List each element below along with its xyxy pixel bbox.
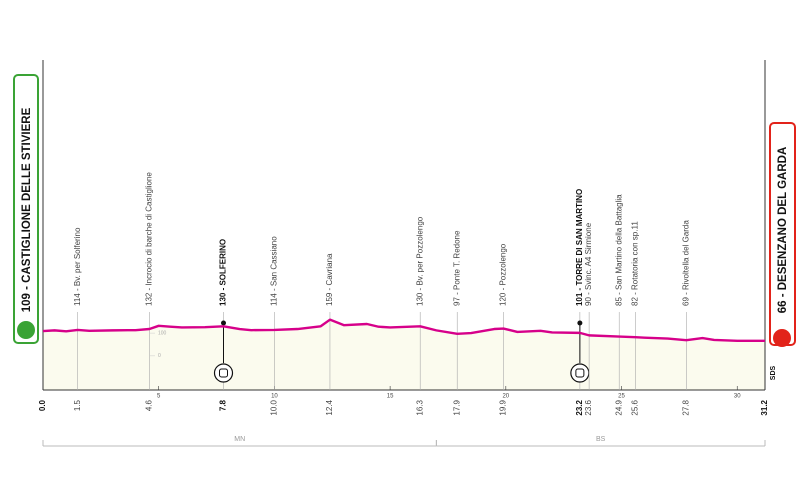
km-label: 4.6	[145, 399, 154, 411]
x-tick-label: 30	[734, 394, 741, 400]
sprint-icon-inner	[575, 368, 585, 378]
waypoint-label: 97 - Ponte T. Redone	[452, 230, 461, 306]
waypoint-label: 130 - SOLFERINO	[219, 239, 228, 306]
y-tick-label: 0	[158, 353, 161, 359]
start-icon	[17, 321, 35, 339]
km-label: 25.6	[631, 399, 640, 415]
km-label: 7.8	[219, 399, 228, 411]
km-label: 17.9	[452, 399, 461, 415]
start-label: 109 - CASTIGLIONE DELLE STIVIERE	[21, 107, 33, 312]
km-label: 12.4	[325, 399, 334, 415]
profile-line	[42, 318, 765, 343]
km-label: 24.9	[614, 399, 623, 415]
km-label: 19.9	[499, 399, 508, 415]
km-label: 1.5	[73, 399, 82, 411]
region-label: MN	[234, 436, 245, 443]
km-label: 27.8	[681, 399, 690, 415]
waypoint-label: 90 - Svinc. A4 Sirmione	[584, 222, 593, 306]
x-tick-label: 15	[387, 394, 394, 400]
km-label: 23.6	[584, 399, 593, 415]
km-label: 10.0	[270, 399, 279, 415]
waypoint-label: 130 - Bv. per Pozzolengo	[415, 216, 424, 306]
waypoint-label: 114 - Bv. per Solferino	[73, 227, 82, 306]
waypoint-label: 132 - Incrocio di barche di Castiglione	[145, 172, 154, 306]
sprint-icon	[213, 363, 234, 383]
start-km: 0.0	[38, 399, 47, 411]
waypoint-label: 82 - Rotatoria con sp.11	[631, 221, 640, 306]
finish-icon	[773, 329, 791, 347]
region-label: BS	[596, 436, 606, 443]
waypoint-label: 114 - San Cassiano	[270, 236, 279, 306]
y-tick-label: 100	[158, 330, 167, 336]
finish-label: 66 - DESENZANO DEL GARDA	[777, 147, 789, 314]
waypoint-label: 85 - San Martino della Battaglia	[614, 194, 623, 306]
credit: SDS	[770, 365, 777, 380]
sprint-icon-inner	[219, 368, 228, 378]
x-tick-label: 10	[271, 394, 278, 400]
x-tick-label: 20	[502, 394, 509, 400]
start-box	[13, 74, 39, 344]
x-tick-label: 25	[618, 394, 625, 400]
profile-area	[43, 319, 765, 390]
x-tick-label: 5	[157, 394, 161, 400]
waypoint-label: 69 - Rivoltella del Garda	[681, 220, 690, 306]
km-label: 23.2	[575, 399, 584, 415]
sprint-icon	[570, 363, 590, 383]
km-label: 16.3	[415, 399, 424, 415]
waypoint-label: 101 - TORRE DI SAN MARTINO	[575, 189, 584, 306]
waypoint-label: 120 - Pozzolengo	[499, 243, 508, 306]
waypoint-label: 159 - Cavriana	[325, 253, 334, 306]
finish-km: 31.2	[760, 399, 769, 415]
